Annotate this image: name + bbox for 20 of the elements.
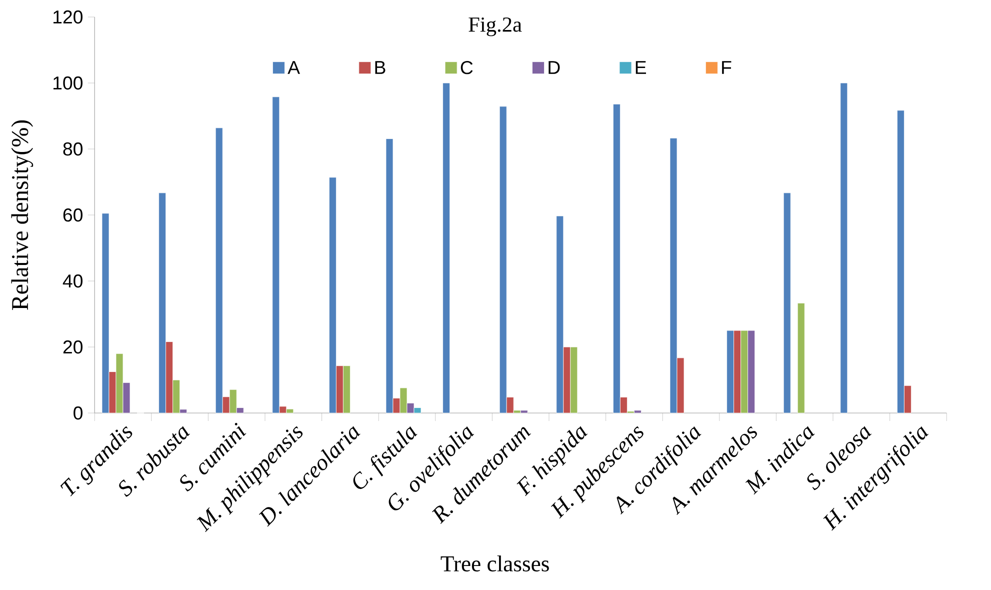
chart-title: Fig.2a: [468, 17, 522, 36]
legend-label: B: [375, 61, 386, 74]
y-tick-label: 40: [62, 274, 83, 288]
y-tick-label: 100: [54, 76, 82, 90]
bar: [840, 82, 848, 414]
bar: [797, 302, 805, 414]
y-tick-label: 80: [63, 142, 83, 156]
legend-label: A: [288, 61, 300, 74]
y-tick-label: 120: [54, 10, 82, 24]
legend-label: F: [722, 61, 732, 74]
y-axis-title: Relative density(%): [11, 120, 34, 310]
y-tick-label: 60: [63, 208, 83, 222]
bar: [442, 82, 450, 414]
legend-label: D: [548, 61, 560, 74]
y-tick-label: 0: [74, 406, 83, 420]
y-tick-label: 20: [63, 340, 83, 354]
legend-label: E: [636, 61, 646, 74]
bar: [783, 192, 791, 414]
legend-label: C: [460, 60, 473, 74]
x-axis-title: Tree classes: [440, 556, 549, 572]
